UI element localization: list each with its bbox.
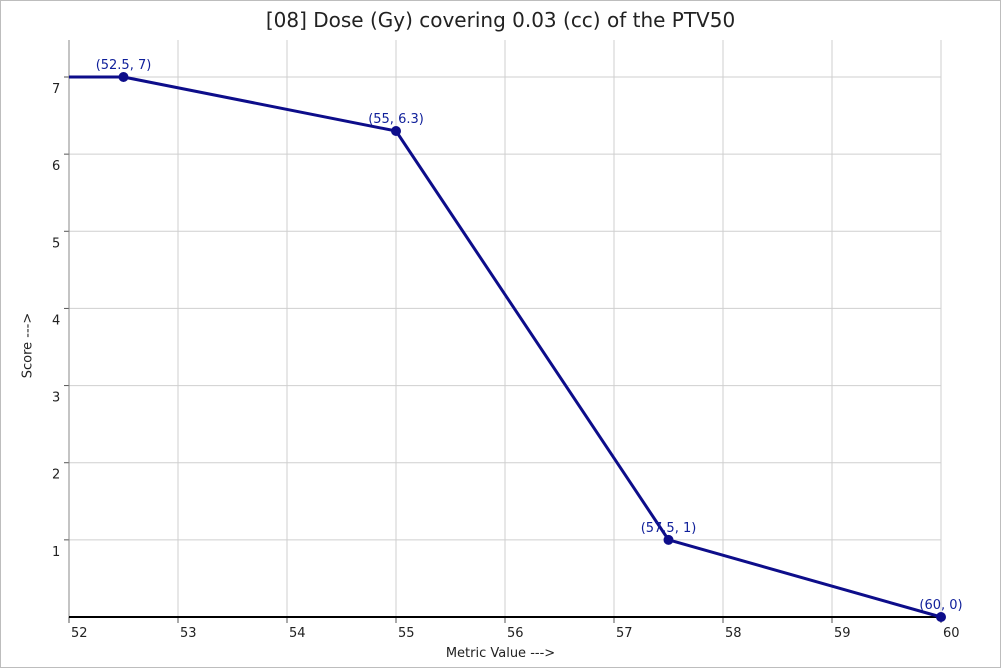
data-point-label: (55, 6.3) [368, 112, 424, 127]
x-axis-label: Metric Value ---> [445, 646, 556, 661]
y-tick-label: 5 [52, 236, 60, 251]
data-point-label: (57.5, 1) [641, 521, 697, 536]
x-tick-label: 56 [507, 626, 524, 641]
x-tick-label: 53 [180, 626, 197, 641]
x-tick-label: 59 [834, 626, 851, 641]
x-tick-label: 57 [616, 626, 633, 641]
y-tick-label: 1 [52, 545, 60, 560]
x-tick-label: 54 [289, 626, 306, 641]
y-tick-label: 3 [52, 391, 60, 406]
data-labels: (52.5, 7) (55, 6.3) (57.5, 1) (60, 0) [96, 58, 963, 613]
data-point [663, 534, 674, 545]
data-point [118, 72, 129, 82]
chart-title: [08] Dose (Gy) covering 0.03 (cc) of the… [265, 8, 736, 32]
x-tick-label: 60 [943, 626, 960, 641]
y-tick-label: 7 [52, 82, 60, 97]
x-tick-label: 55 [398, 626, 415, 641]
grid-layer [69, 40, 942, 617]
data-point [391, 126, 401, 136]
axis-layer [64, 40, 942, 623]
data-point-label: (52.5, 7) [96, 58, 152, 73]
y-tick-label: 4 [52, 313, 60, 328]
x-tick-label: 58 [725, 626, 742, 641]
series-layer [69, 72, 946, 622]
data-point [936, 612, 946, 622]
y-tick-label: 2 [52, 468, 60, 483]
x-tick-label: 52 [71, 626, 88, 641]
y-tick-label: 6 [52, 159, 60, 174]
data-point-label: (60, 0) [919, 598, 962, 613]
